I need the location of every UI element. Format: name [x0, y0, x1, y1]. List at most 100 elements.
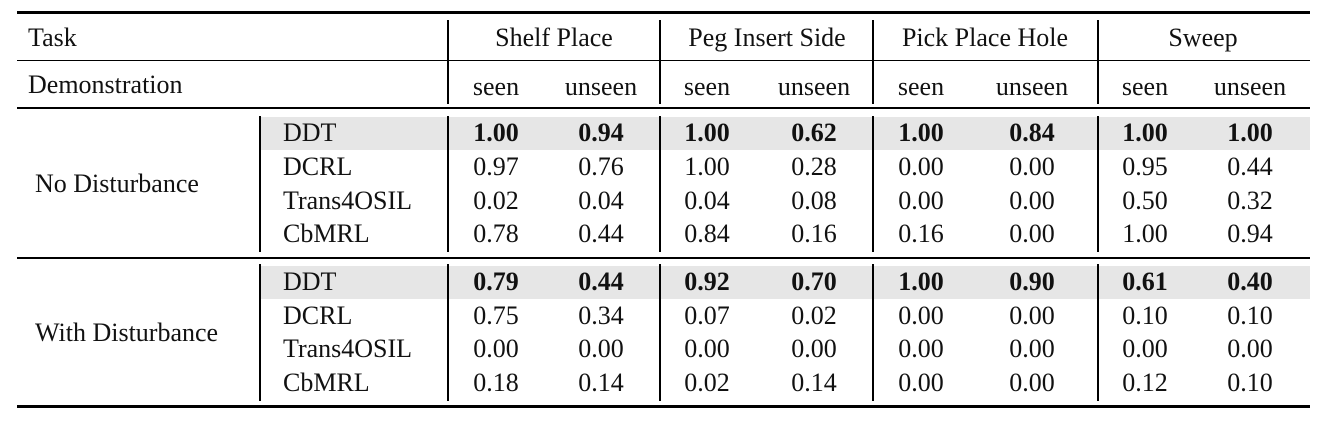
table-cell: 0.84 [1009, 118, 1055, 147]
table-cell: 0.16 [898, 219, 944, 248]
highlight-row-no-disturbance [261, 117, 1310, 150]
table-cell: 0.78 [473, 219, 519, 248]
table-cell: 0.92 [684, 267, 730, 296]
table-cell: 0.02 [473, 186, 519, 215]
task-pick-place-hole: Pick Place Hole [901, 23, 1069, 52]
table-cell: 0.00 [898, 186, 944, 215]
table-cell: 0.18 [473, 368, 519, 397]
table-cell: 1.00 [1122, 118, 1168, 147]
table-cell: 0.10 [1227, 368, 1273, 397]
table-cell: 0.14 [791, 368, 837, 397]
table-cell: 0.79 [473, 267, 519, 296]
table-cell: 0.00 [898, 368, 944, 397]
demo-col-7: seen [1121, 72, 1169, 101]
table-cell: 0.84 [684, 219, 730, 248]
table-cell: 0.00 [578, 334, 624, 363]
table-cell: 0.00 [684, 334, 730, 363]
table-cell: 0.00 [1009, 219, 1055, 248]
group-separator-rule [17, 257, 1310, 259]
table-cell: 0.00 [1227, 334, 1273, 363]
table-cell: 0.00 [1009, 301, 1055, 330]
task-sweep: Sweep [1168, 23, 1238, 52]
table-cell: 0.34 [578, 301, 624, 330]
table-cell: 0.12 [1122, 368, 1168, 397]
table-cell: 1.00 [898, 267, 944, 296]
table-cell: 1.00 [1227, 118, 1273, 147]
body-vrule-g [872, 264, 874, 401]
demo-col-5: seen [897, 72, 945, 101]
table-cell: 0.97 [473, 152, 519, 181]
table-cell: 0.00 [1009, 186, 1055, 215]
bottom-rule [17, 405, 1310, 408]
table-cell: 0.02 [684, 368, 730, 397]
method-label: CbMRL [283, 219, 370, 248]
method-label: DCRL [283, 301, 353, 330]
table-cell: 0.00 [473, 334, 519, 363]
demo-col-4: unseen [777, 72, 851, 101]
body-vrule-a [447, 116, 449, 252]
header-vrule-3 [872, 20, 874, 104]
group-label-no-disturbance: No Disturbance [35, 169, 199, 198]
table-cell: 0.14 [578, 368, 624, 397]
table-cell: 0.08 [791, 186, 837, 215]
method-label: DDT [283, 118, 337, 147]
table-cell: 0.40 [1227, 267, 1273, 296]
table-cell: 0.44 [578, 219, 624, 248]
group-label-with-disturbance: With Disturbance [35, 318, 219, 347]
table-cell: 1.00 [473, 118, 519, 147]
header-vrule-4 [1097, 20, 1099, 104]
header-mid-rule [17, 60, 1310, 61]
table-cell: 0.04 [578, 186, 624, 215]
table-cell: 0.44 [1227, 152, 1273, 181]
demo-col-8: unseen [1213, 72, 1287, 101]
body-vrule-b [659, 116, 661, 252]
table-cell: 0.50 [1122, 186, 1168, 215]
table-cell: 0.94 [1227, 219, 1273, 248]
top-rule [17, 11, 1310, 14]
table-cell: 0.00 [1009, 152, 1055, 181]
method-label: Trans4OSIL [283, 334, 413, 363]
header-vrule-1 [447, 20, 449, 104]
method-label: DDT [283, 267, 337, 296]
table-cell: 0.00 [898, 152, 944, 181]
method-label: CbMRL [283, 368, 370, 397]
table-cell: 0.00 [1122, 334, 1168, 363]
demo-col-1: seen [472, 72, 520, 101]
table-cell: 0.00 [898, 301, 944, 330]
body-vrule-c [872, 116, 874, 252]
task-label: Task [28, 23, 77, 52]
demo-col-2: unseen [564, 72, 638, 101]
table-cell: 0.04 [684, 186, 730, 215]
method-label: DCRL [283, 152, 353, 181]
task-peg-insert-side: Peg Insert Side [688, 23, 846, 52]
table-cell: 0.61 [1122, 267, 1168, 296]
table-cell: 0.00 [791, 334, 837, 363]
method-label: Trans4OSIL [283, 186, 413, 215]
header-bottom-rule [17, 107, 1310, 109]
table-cell: 0.00 [1009, 334, 1055, 363]
table-cell: 0.70 [791, 267, 837, 296]
table-cell: 0.07 [684, 301, 730, 330]
demo-col-6: unseen [995, 72, 1069, 101]
body-vrule-method-1 [259, 116, 261, 252]
table-cell: 0.02 [791, 301, 837, 330]
table-cell: 0.94 [578, 118, 624, 147]
table-cell: 0.10 [1227, 301, 1273, 330]
table-cell: 1.00 [684, 152, 730, 181]
header-vrule-2 [659, 20, 661, 104]
body-vrule-h [1097, 264, 1099, 401]
table-cell: 1.00 [1122, 219, 1168, 248]
demonstration-label: Demonstration [28, 70, 183, 99]
body-vrule-method-2 [259, 264, 261, 401]
table-cell: 0.32 [1227, 186, 1273, 215]
body-vrule-f [659, 264, 661, 401]
table-cell: 0.75 [473, 301, 519, 330]
table-cell: 0.10 [1122, 301, 1168, 330]
table-cell: 0.95 [1122, 152, 1168, 181]
table-cell: 0.62 [791, 118, 837, 147]
table-cell: 0.44 [578, 267, 624, 296]
table-cell: 1.00 [684, 118, 730, 147]
highlight-row-with-disturbance [261, 266, 1310, 299]
table-cell: 0.90 [1009, 267, 1055, 296]
